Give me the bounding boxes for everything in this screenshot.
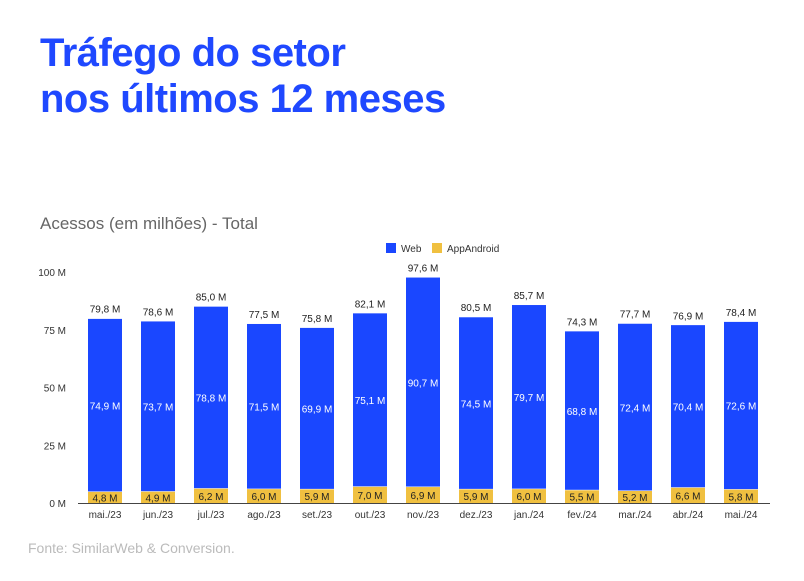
data-label-app: 6,0 M [251, 492, 276, 503]
bar-app [353, 486, 387, 503]
data-label-app: 5,9 M [304, 492, 329, 503]
data-label-app: 6,6 M [675, 491, 700, 502]
data-label-web: 90,7 M [408, 378, 439, 389]
data-label-web: 71,5 M [249, 403, 280, 414]
data-label-total: 77,5 M [249, 310, 280, 321]
bar-web [512, 305, 546, 489]
bar-app [565, 490, 599, 503]
y-tick-label: 100 M [38, 268, 66, 279]
bar-web [247, 323, 281, 489]
bar-web [724, 321, 758, 490]
data-label-web: 72,4 M [620, 403, 651, 414]
data-label-total: 74,3 M [567, 317, 598, 328]
x-tick-label: jun./23 [142, 510, 173, 521]
bar-app [88, 491, 122, 503]
x-tick-label: mai./23 [89, 510, 122, 521]
x-tick-label: fev./24 [567, 510, 597, 521]
data-label-total: 85,7 M [514, 291, 545, 302]
x-tick-label: nov./23 [407, 510, 439, 521]
data-label-app: 5,8 M [728, 492, 753, 503]
data-label-total: 75,8 M [302, 314, 333, 325]
bar-web [141, 321, 175, 492]
bar-app [406, 487, 440, 503]
bar-app [141, 491, 175, 503]
data-label-web: 74,9 M [90, 401, 121, 412]
x-tick-label: jan./24 [513, 510, 544, 521]
x-tick-label: ago./23 [247, 510, 281, 521]
data-label-app: 5,5 M [569, 493, 594, 504]
x-tick-label: abr./24 [673, 510, 704, 521]
data-label-web: 69,9 M [302, 405, 333, 416]
data-label-total: 85,0 M [196, 293, 227, 304]
bar-web [194, 306, 228, 489]
title-line-1: Tráfego do setor [40, 31, 346, 75]
legend-swatch-web [386, 243, 396, 253]
bar-web [353, 313, 387, 487]
x-tick-label: set./23 [302, 510, 332, 521]
data-label-app: 6,9 M [410, 491, 435, 502]
y-tick-label: 25 M [44, 441, 66, 452]
legend-swatch-app [432, 243, 442, 253]
data-label-web: 78,8 M [196, 394, 227, 405]
data-label-app: 4,9 M [145, 493, 170, 504]
data-label-total: 76,9 M [673, 311, 704, 322]
data-label-total: 79,8 M [90, 305, 121, 316]
data-label-total: 78,6 M [143, 307, 174, 318]
bar-app [459, 489, 493, 503]
legend-label-web: Web [401, 244, 422, 255]
data-label-web: 79,7 M [514, 393, 545, 404]
bar-app [300, 489, 334, 503]
data-label-app: 6,0 M [516, 492, 541, 503]
bar-web [406, 277, 440, 487]
x-tick-label: mar./24 [618, 510, 652, 521]
data-label-total: 82,1 M [355, 299, 386, 310]
data-label-app: 5,9 M [463, 492, 488, 503]
page-title: Tráfego do setor nos últimos 12 meses [40, 30, 446, 122]
bar-web [459, 317, 493, 489]
data-label-app: 7,0 M [357, 491, 382, 502]
bar-web [300, 327, 334, 489]
data-label-app: 4,8 M [92, 493, 117, 504]
data-label-web: 70,4 M [673, 402, 704, 413]
x-tick-label: out./23 [355, 510, 386, 521]
y-tick-label: 0 M [49, 499, 66, 510]
bar-app [724, 489, 758, 503]
bar-web [671, 325, 705, 488]
bar-app [512, 489, 546, 503]
bar-app [247, 489, 281, 503]
data-label-app: 6,2 M [198, 492, 223, 503]
bar-web [88, 318, 122, 492]
legend-label-app: AppAndroid [447, 244, 499, 255]
y-tick-label: 75 M [44, 326, 66, 337]
data-label-web: 68,8 M [567, 407, 598, 418]
data-label-web: 72,6 M [726, 402, 757, 413]
chart-title: Acessos (em milhões) - Total [40, 214, 258, 233]
bar-web [618, 323, 652, 491]
data-label-total: 78,4 M [726, 308, 757, 319]
data-label-web: 73,7 M [143, 403, 174, 414]
x-tick-label: mai./24 [725, 510, 758, 521]
data-label-app: 5,2 M [622, 493, 647, 504]
y-tick-label: 50 M [44, 384, 66, 395]
data-label-total: 77,7 M [620, 310, 651, 321]
source-note: Fonte: SimilarWeb & Conversion. [28, 540, 235, 556]
x-tick-label: dez./23 [460, 510, 493, 521]
bar-app [194, 488, 228, 503]
data-label-web: 75,1 M [355, 396, 386, 407]
data-label-total: 80,5 M [461, 303, 492, 314]
data-label-web: 74,5 M [461, 399, 492, 410]
bar-app [671, 487, 705, 503]
data-label-total: 97,6 M [408, 264, 439, 275]
title-line-2: nos últimos 12 meses [40, 77, 446, 121]
x-tick-label: jul./23 [197, 510, 225, 521]
bar-app [618, 490, 652, 503]
bar-web [565, 331, 599, 490]
